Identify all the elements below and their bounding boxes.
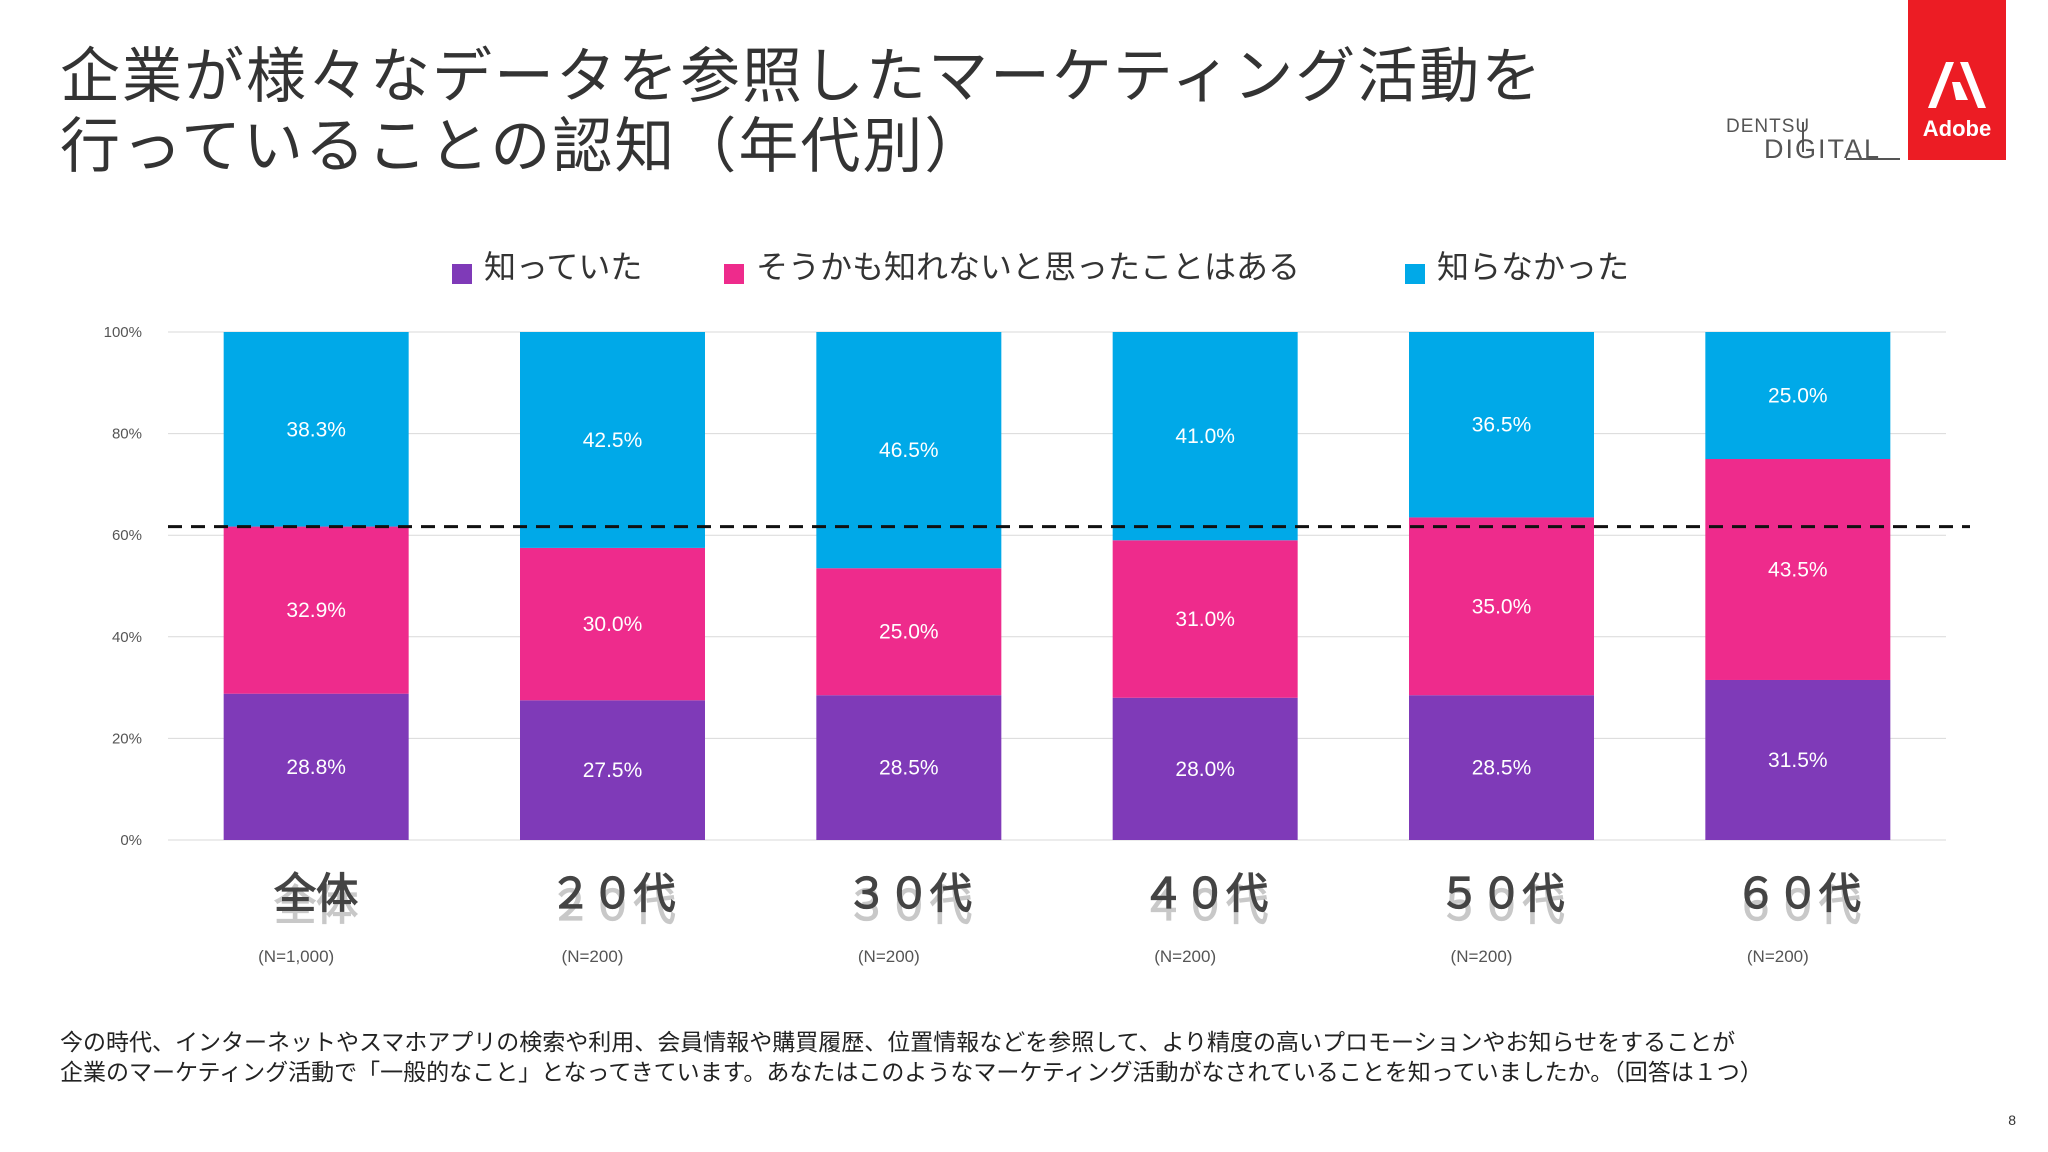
data-label: 43.5% [1768,558,1828,581]
data-label: 41.0% [1175,425,1235,448]
adobe-wordmark: Adobe [1922,116,1992,141]
data-label: 25.0% [879,621,939,644]
page-number: 8 [2008,1112,2016,1128]
bar-segment [1705,332,1891,459]
adobe-logo: Adobe [1908,0,2006,160]
bar-segment [1409,517,1594,696]
dentsu-logo-text: DENTSU [1726,116,1811,137]
legend-label: 知らなかった [1437,248,1629,286]
data-label: 38.3% [286,418,346,441]
bar-segment [816,568,1002,696]
bar-segment [1705,679,1891,840]
question-footnote: 今の時代、インターネットやスマホアプリの検索や利用、会員情報や購買履歴、位置情報… [60,1028,2010,1088]
data-label: 46.5% [879,439,939,462]
category-label-shadow: ４０代 [1142,881,1268,930]
y-tick-label: 60% [112,527,142,544]
data-label: 28.5% [879,757,939,780]
category-label-shadow: ６０代 [1735,881,1861,930]
data-label: 31.0% [1175,608,1235,631]
footnote-line-1: 今の時代、インターネットやスマホアプリの検索や利用、会員情報や購買履歴、位置情報… [60,1030,1736,1056]
title-line-1: 企業が様々なデータを参照したマーケティング活動を [60,42,1544,112]
data-label: 25.0% [1768,385,1828,408]
data-label: 32.9% [286,599,346,622]
y-tick-label: 0% [120,832,142,849]
category-label-shadow: 全体 [273,881,358,930]
sample-size-label: (N=200) [1154,947,1216,966]
title-line-2: 行っていることの認知（年代別） [60,112,987,182]
sample-size-label: (N=200) [858,947,920,966]
category-label: ３０代 [846,869,972,918]
data-label: 28.8% [286,756,346,779]
page-title: 企業が様々なデータを参照したマーケティング活動を 行っていることの認知（年代別） [60,42,1660,182]
bar-segment [520,332,705,548]
data-label: 36.5% [1472,414,1532,437]
bar-segment [1112,540,1298,698]
category-label-shadow: ３０代 [846,881,972,930]
y-tick-label: 20% [112,730,142,747]
bar-segment [520,700,705,840]
category-label-shadow: ５０代 [1438,881,1564,930]
bar-segment [1112,332,1298,541]
adobe-mark-icon [1928,62,1986,108]
bar-segment [223,526,409,694]
category-label-shadow: ２０代 [549,881,675,930]
bar-segment [520,547,705,701]
y-tick-label: 100% [104,324,142,341]
bar-segment [1705,459,1891,680]
legend-label: 知っていた [484,248,642,286]
category-label: ４０代 [1142,869,1268,918]
bar-segment [1409,695,1594,840]
data-label: 42.5% [583,429,643,452]
sample-size-label: (N=1,000) [258,947,334,966]
y-tick-label: 40% [112,629,142,646]
category-label: ５０代 [1438,869,1564,918]
data-label: 35.0% [1472,595,1532,618]
bar-segment [223,693,409,840]
category-label: ６０代 [1735,869,1861,918]
footnote-line-2: 企業のマーケティング活動で「一般的なこと」となってきています。あなたはこのような… [60,1060,1763,1086]
bar-segment [223,332,409,527]
legend-swatch [1405,264,1425,284]
sample-size-label: (N=200) [562,947,624,966]
legend-label: そうかも知れないと思ったことはある [756,248,1300,286]
dentsu-logo-underline [1846,158,1900,160]
category-label: 全体 [273,869,358,918]
dentsu-logo-bar [1802,122,1804,152]
sample-size-label: (N=200) [1451,947,1513,966]
stacked-bar-chart: 0% 20% 40% 60% 80% 100% 知っていた そうかも知れないと思ったことはある… [104,248,1970,966]
dentsu-digital-logo: DENTSU DIGITAL [1718,112,1900,164]
legend-swatch [452,264,472,284]
bar-segment [1409,332,1594,518]
data-label: 27.5% [583,759,643,782]
data-label: 28.0% [1175,758,1235,781]
data-label: 31.5% [1768,749,1828,772]
data-label: 28.5% [1472,757,1532,780]
bar-segment [816,695,1002,840]
category-label: ２０代 [549,869,675,918]
y-tick-label: 80% [112,426,142,443]
bar-segment [1112,697,1298,840]
sample-size-label: (N=200) [1747,947,1809,966]
legend-swatch [724,264,744,284]
data-label: 30.0% [583,613,643,636]
bar-segment [816,332,1002,569]
